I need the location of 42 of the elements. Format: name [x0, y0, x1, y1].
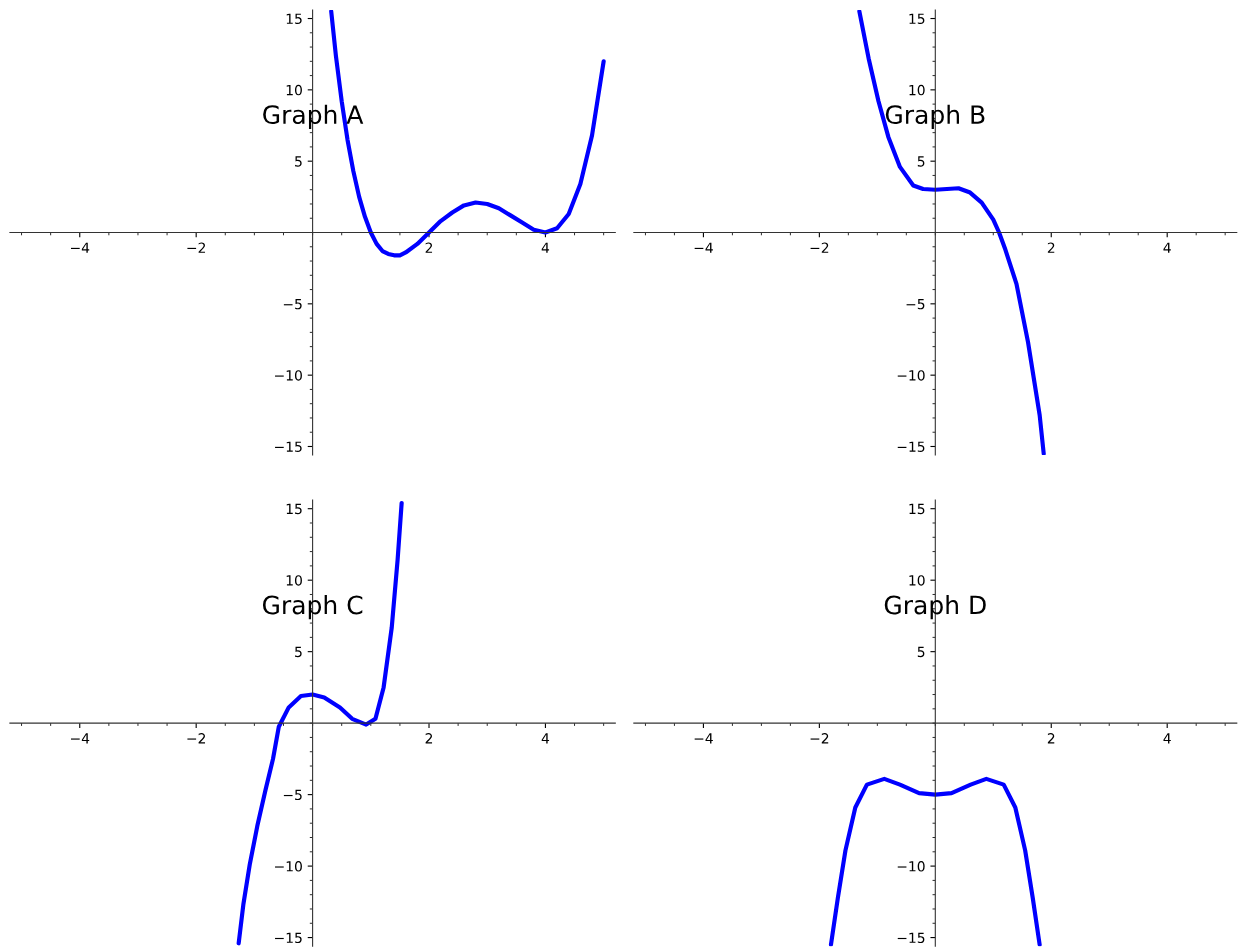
x-tick-label: 4	[1163, 733, 1171, 744]
y-tick-label: −15	[275, 932, 302, 944]
x-tick-label: −4	[694, 242, 713, 253]
y-tick-label: −5	[283, 789, 302, 801]
x-tick-label: 4	[1163, 242, 1171, 253]
y-tick-label: −5	[283, 298, 302, 310]
y-tick-label: 5	[295, 156, 302, 167]
x-tick-label: −2	[810, 242, 829, 253]
line-series	[857, 9, 1046, 456]
x-tick-label: 2	[1047, 242, 1055, 253]
y-tick-label: −15	[275, 441, 302, 452]
y-tick-label: 10	[909, 84, 925, 96]
x-tick-label: −2	[187, 733, 206, 744]
y-tick-label: 5	[917, 156, 925, 167]
y-tick-label: 15	[286, 503, 302, 515]
y-tick-label: −10	[275, 370, 302, 381]
y-tick-label: 10	[286, 84, 302, 96]
y-tick-label: −10	[897, 861, 925, 872]
y-tick-label: 10	[909, 575, 925, 586]
line-series	[828, 776, 1042, 947]
y-tick-label: 15	[909, 503, 925, 515]
y-tick-label: 15	[286, 13, 302, 24]
x-tick-label: 2	[425, 733, 433, 744]
x-tick-label: −4	[70, 733, 90, 744]
y-tick-label: −15	[897, 932, 925, 944]
x-tick-label: −4	[70, 242, 90, 253]
x-tick-label: 2	[425, 242, 433, 253]
y-tick-label: 10	[286, 575, 302, 586]
x-tick-label: 4	[541, 733, 550, 744]
line-series	[236, 500, 404, 946]
x-tick-label: 4	[541, 242, 550, 253]
x-tick-label: 2	[1047, 733, 1055, 744]
y-tick-label: −15	[897, 441, 925, 452]
y-tick-label: 5	[917, 646, 925, 658]
y-tick-label: 5	[295, 646, 302, 658]
y-tick-label: −10	[275, 861, 302, 872]
x-tick-label: −2	[187, 242, 206, 253]
x-tick-label: −2	[810, 733, 829, 744]
y-tick-label: 15	[909, 13, 925, 24]
x-tick-label: −4	[694, 733, 713, 744]
y-tick-label: −10	[897, 370, 925, 381]
y-tick-label: −5	[906, 298, 925, 310]
